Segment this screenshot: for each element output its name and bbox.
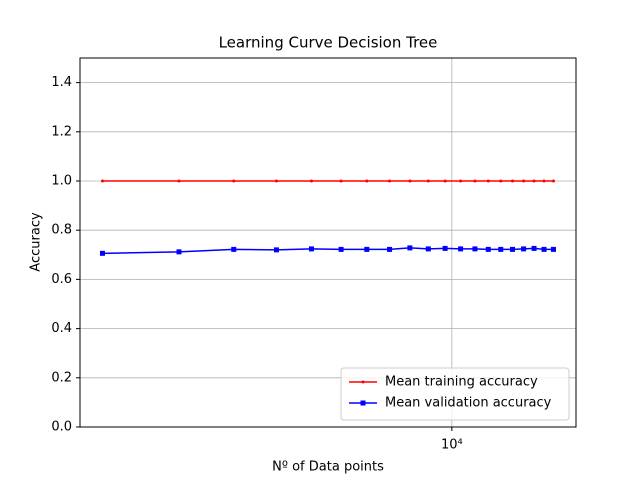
data-point (542, 179, 546, 183)
y-tick-label: 0.6 (51, 272, 72, 287)
legend-marker (361, 380, 365, 384)
chart-title: Learning Curve Decision Tree (219, 34, 438, 52)
data-point (339, 179, 343, 183)
data-point (364, 246, 370, 252)
data-point (232, 179, 236, 183)
x-axis-label: Nº of Data points (272, 460, 384, 475)
data-point (177, 179, 181, 183)
y-tick-label: 0.0 (51, 420, 72, 435)
axes-frame (79, 57, 577, 428)
data-point (510, 246, 516, 252)
data-point (551, 179, 555, 183)
data-point (442, 245, 448, 251)
data-point (231, 246, 237, 252)
data-point (388, 179, 392, 183)
data-point (443, 179, 447, 183)
data-point (365, 179, 369, 183)
legend-box (340, 367, 570, 421)
data-point (100, 179, 104, 183)
data-point (273, 247, 279, 253)
y-axis-label: Accuracy (29, 212, 44, 272)
data-point (485, 246, 491, 252)
y-tick-label: 1.0 (51, 174, 72, 189)
data-point (472, 246, 478, 252)
data-point (473, 179, 477, 183)
data-point (531, 245, 537, 251)
data-point (274, 179, 278, 183)
y-tick-label: 1.2 (51, 124, 72, 139)
y-tick-label: 0.8 (51, 223, 72, 238)
data-point (408, 179, 412, 183)
legend-marker (360, 400, 366, 406)
data-point (426, 179, 430, 183)
data-point (550, 246, 556, 252)
data-point (176, 249, 182, 255)
data-point (532, 179, 536, 183)
data-point (521, 246, 527, 252)
legend-label: Mean validation accuracy (385, 396, 552, 411)
x-tick-label: 10⁴ (441, 438, 463, 453)
data-point (486, 179, 490, 183)
data-point (458, 246, 464, 252)
y-tick-label: 0.2 (51, 370, 72, 385)
data-point (308, 246, 314, 252)
data-point (511, 179, 515, 183)
data-point (499, 179, 503, 183)
data-point (99, 250, 105, 256)
data-point (387, 246, 393, 252)
y-tick-label: 0.4 (51, 321, 72, 336)
legend-label: Mean training accuracy (385, 375, 538, 390)
data-point (407, 245, 413, 251)
y-tick-label: 1.4 (51, 75, 72, 90)
data-point (522, 179, 526, 183)
data-point (541, 246, 547, 252)
data-point (498, 246, 504, 252)
data-point (338, 246, 344, 252)
data-point (425, 246, 431, 252)
data-point (309, 179, 313, 183)
data-point (459, 179, 463, 183)
